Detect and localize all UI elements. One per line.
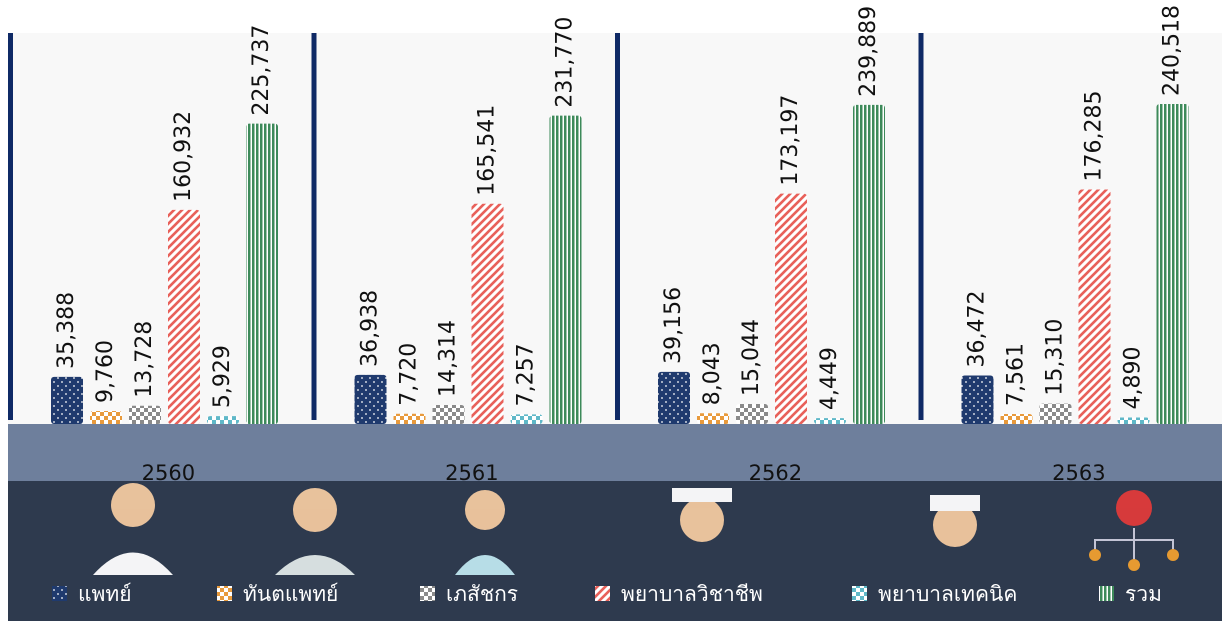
value-label: 36,938 (358, 290, 383, 367)
group-divider (615, 33, 620, 420)
bar (355, 375, 387, 424)
bar (1040, 404, 1072, 424)
value-label: 239,889 (856, 6, 881, 97)
bar (814, 418, 846, 424)
value-label: 7,561 (1004, 343, 1029, 406)
legend-swatch (852, 586, 867, 601)
group-divider (919, 33, 924, 420)
value-label: 7,720 (397, 343, 422, 406)
legend-label: พยาบาลวิชาชีพ (621, 582, 763, 606)
value-label: 36,472 (965, 290, 990, 367)
bar (511, 414, 543, 424)
icon-person (1167, 549, 1179, 561)
icon-cross (1116, 490, 1152, 526)
value-label: 8,043 (700, 342, 725, 405)
legend-swatch (52, 586, 67, 601)
value-label: 225,737 (249, 25, 274, 116)
value-label: 160,932 (171, 111, 196, 202)
legend-panel (8, 481, 1222, 621)
x-tick-label: 2561 (445, 461, 498, 485)
bar (853, 105, 885, 424)
bar (433, 405, 465, 424)
value-label: 9,760 (93, 340, 118, 403)
value-label: 4,890 (1121, 347, 1146, 410)
value-label: 5,929 (210, 345, 235, 408)
bar (207, 416, 239, 424)
value-label: 13,728 (132, 321, 157, 398)
value-label: 231,770 (553, 17, 578, 108)
bar (246, 124, 278, 424)
value-label: 15,310 (1043, 319, 1068, 396)
bar (394, 414, 426, 424)
legend-label: แพทย์ (78, 582, 132, 606)
x-tick-label: 2562 (749, 461, 802, 485)
value-label: 7,257 (514, 343, 539, 406)
bar (1079, 189, 1111, 424)
group-divider (8, 33, 13, 420)
value-label: 4,449 (817, 347, 842, 410)
bar (1157, 104, 1189, 424)
bar (168, 210, 200, 424)
icon-face (111, 483, 155, 527)
x-tick-label: 2563 (1052, 461, 1105, 485)
value-label: 35,388 (54, 292, 79, 369)
icon-cap (930, 495, 980, 511)
x-tick-label: 2560 (142, 461, 195, 485)
legend-label: พยาบาลเทคนิค (878, 582, 1017, 606)
value-label: 15,044 (739, 319, 764, 396)
legend-label: เภสัชกร (446, 582, 518, 606)
bar (90, 411, 122, 424)
icon-person (1128, 559, 1140, 571)
icon-person (1089, 549, 1101, 561)
legend-swatch (217, 586, 232, 601)
value-label: 173,197 (778, 95, 803, 186)
bar (697, 413, 729, 424)
icon-face (465, 490, 505, 530)
group-divider (312, 33, 317, 420)
icon-face (293, 488, 337, 532)
value-label: 14,314 (436, 320, 461, 397)
value-label: 39,156 (661, 287, 686, 364)
bar (775, 194, 807, 424)
legend-swatch (420, 586, 435, 601)
chart: 2560 35,388 9,760 13,728 160,932 5,929 225,737… (0, 0, 1222, 621)
legend-label: ทันตแพทย์ (243, 582, 338, 606)
bar (736, 404, 768, 424)
legend-swatch (595, 586, 610, 601)
value-label: 240,518 (1160, 5, 1185, 96)
icon-cap (672, 488, 732, 502)
legend-swatch (1099, 586, 1114, 601)
bar (472, 204, 504, 424)
value-label: 165,541 (475, 105, 500, 196)
bar (658, 372, 690, 424)
legend-label: รวม (1125, 582, 1162, 606)
value-label: 176,285 (1082, 90, 1107, 181)
bar (51, 377, 83, 424)
bar (550, 116, 582, 424)
bar (129, 406, 161, 424)
icon-face (680, 498, 724, 542)
bar (962, 375, 994, 424)
bar (1001, 414, 1033, 424)
bar (1118, 417, 1150, 424)
